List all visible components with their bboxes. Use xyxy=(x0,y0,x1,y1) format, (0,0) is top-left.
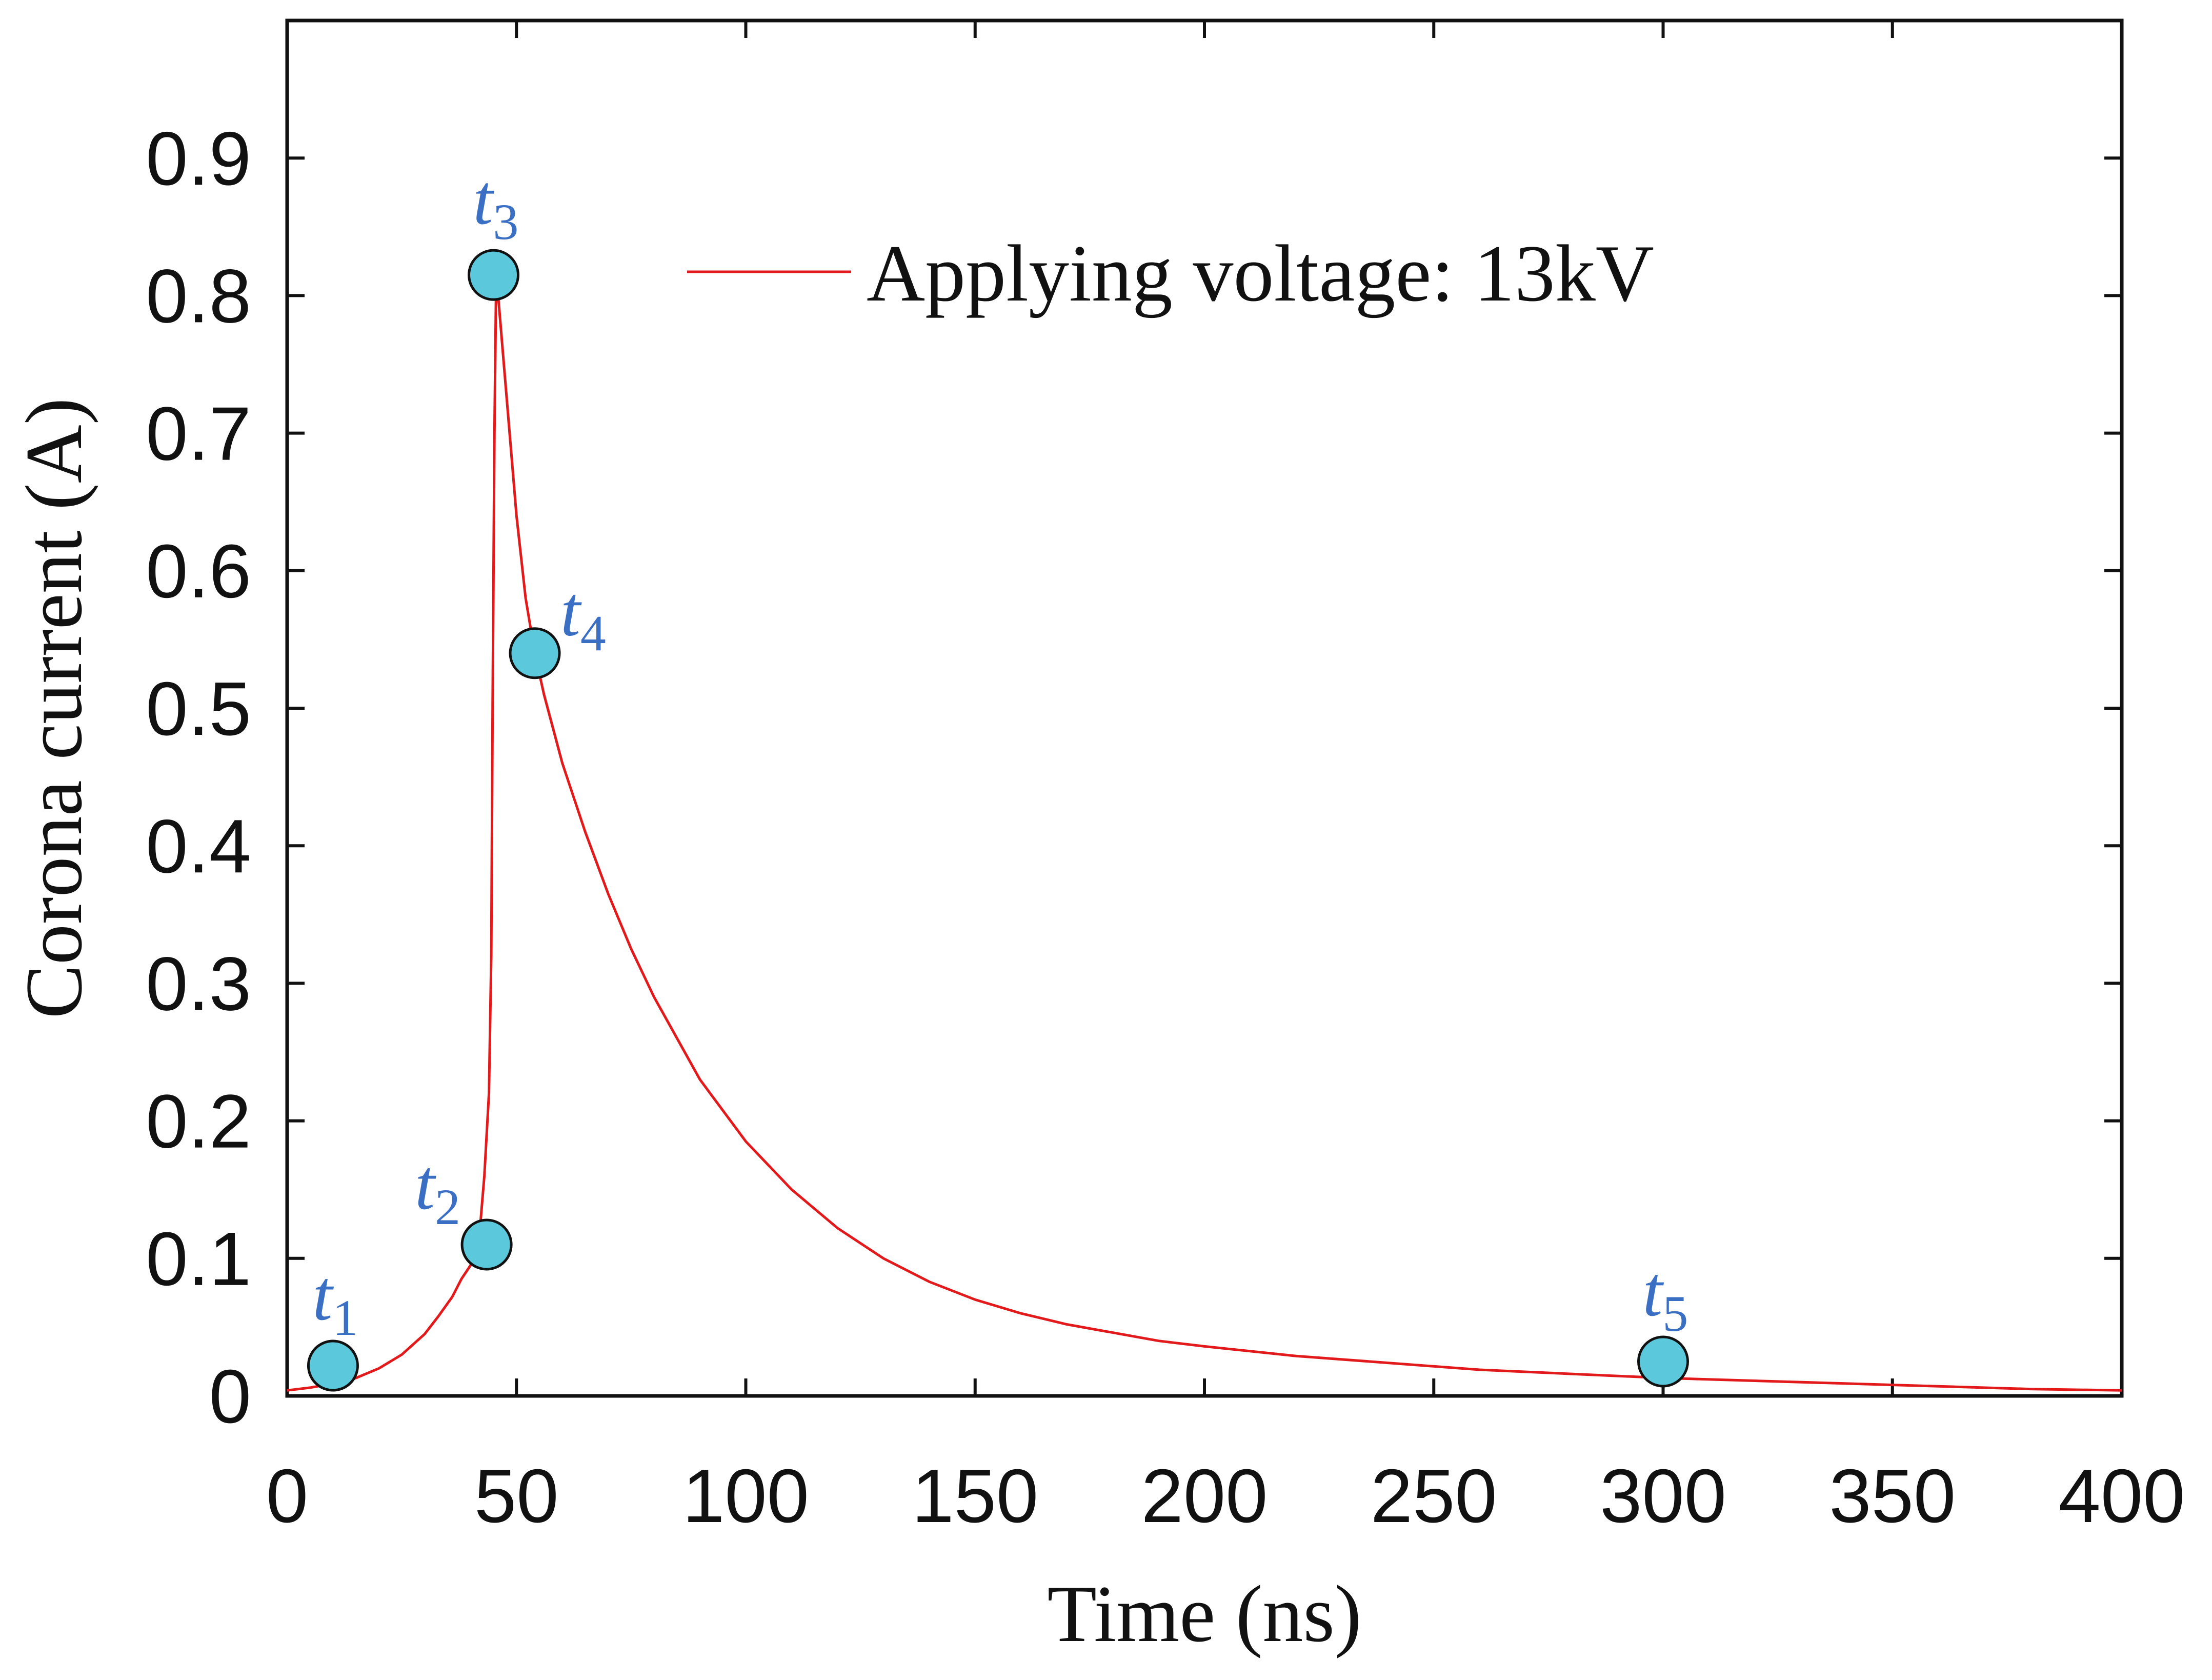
x-tick-label: 150 xyxy=(912,1454,1038,1538)
y-axis-tick-labels: 0 0.1 0.2 0.3 0.4 0.5 0.6 0.7 0.8 0.9 xyxy=(146,116,251,1439)
x-axis-tick-labels: 0 50 100 150 200 250 300 350 400 xyxy=(266,1454,2185,1538)
y-tick-label: 0.9 xyxy=(146,116,251,201)
x-tick-label: 250 xyxy=(1371,1454,1497,1538)
marker-point xyxy=(307,1339,359,1392)
marker-label: t2 xyxy=(415,1145,460,1235)
x-axis-title: Time (ns) xyxy=(1047,1569,1361,1659)
legend: Applying voltage: 13kV xyxy=(687,229,1654,318)
x-tick-label: 50 xyxy=(474,1454,559,1538)
series-line-13kv xyxy=(287,268,2122,1392)
marker-point xyxy=(468,249,520,301)
y-tick-label: 0.5 xyxy=(146,667,251,751)
marker-point xyxy=(509,627,561,679)
x-tick-label: 350 xyxy=(1829,1454,1956,1538)
x-tick-label: 100 xyxy=(682,1454,809,1538)
axis-ticks xyxy=(286,21,2123,1397)
y-tick-label: 0.7 xyxy=(146,392,251,476)
y-tick-label: 0.6 xyxy=(146,529,251,614)
marker-label: t4 xyxy=(560,572,606,662)
marker-label: t5 xyxy=(1643,1252,1688,1342)
y-tick-label: 0.4 xyxy=(146,804,251,889)
y-tick-label: 0.3 xyxy=(146,942,251,1026)
y-tick-label: 0.2 xyxy=(146,1079,251,1164)
y-tick-label: 0 xyxy=(209,1354,251,1439)
x-tick-label: 200 xyxy=(1141,1454,1268,1538)
time-markers: t1 t2 t3 t4 t5 xyxy=(307,160,1689,1392)
marker-point xyxy=(1637,1335,1689,1388)
y-axis-title: Corona current (A) xyxy=(9,398,99,1019)
legend-label: Applying voltage: 13kV xyxy=(867,229,1654,318)
x-tick-label: 300 xyxy=(1600,1454,1726,1538)
marker-point xyxy=(460,1218,513,1271)
y-tick-label: 0.8 xyxy=(146,254,251,338)
x-tick-label: 0 xyxy=(266,1454,308,1538)
marker-label: t1 xyxy=(312,1256,358,1346)
marker-label: t3 xyxy=(473,160,519,250)
x-tick-label: 400 xyxy=(2059,1454,2185,1538)
y-tick-label: 0.1 xyxy=(146,1217,251,1302)
